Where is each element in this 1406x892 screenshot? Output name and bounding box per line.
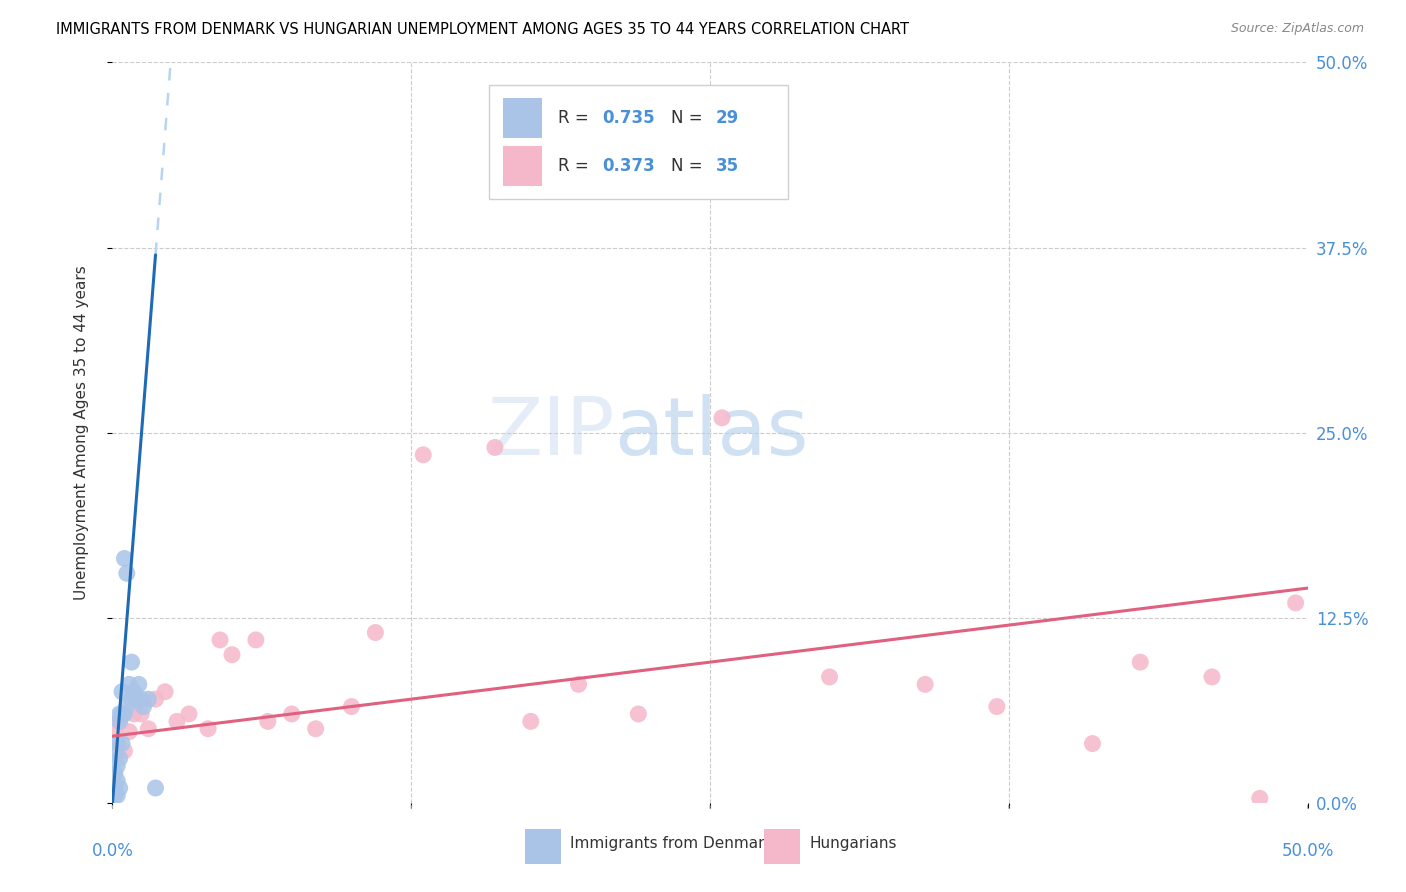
FancyBboxPatch shape xyxy=(503,97,541,138)
Point xyxy=(114,744,135,758)
Point xyxy=(108,751,131,765)
Point xyxy=(111,685,134,699)
Point xyxy=(111,737,134,751)
Text: N =: N = xyxy=(671,109,707,127)
Point xyxy=(281,706,304,721)
FancyBboxPatch shape xyxy=(489,85,787,200)
Text: IMMIGRANTS FROM DENMARK VS HUNGARIAN UNEMPLOYMENT AMONG AGES 35 TO 44 YEARS CORR: IMMIGRANTS FROM DENMARK VS HUNGARIAN UNE… xyxy=(56,22,910,37)
Point xyxy=(111,706,134,721)
Point xyxy=(114,551,135,566)
Point xyxy=(305,722,328,736)
Text: 0.735: 0.735 xyxy=(603,109,655,127)
Text: N =: N = xyxy=(671,157,707,175)
Point xyxy=(1081,737,1104,751)
FancyBboxPatch shape xyxy=(763,829,800,864)
Text: 0.0%: 0.0% xyxy=(91,842,134,860)
Point xyxy=(129,692,152,706)
Point xyxy=(177,706,200,721)
Y-axis label: Unemployment Among Ages 35 to 44 years: Unemployment Among Ages 35 to 44 years xyxy=(75,265,89,600)
Point xyxy=(104,722,127,736)
Point xyxy=(221,648,243,662)
Point xyxy=(105,737,128,751)
Point xyxy=(118,677,141,691)
Point xyxy=(138,722,160,736)
Point xyxy=(121,692,143,706)
Point xyxy=(145,780,167,795)
Point xyxy=(145,692,167,706)
Point xyxy=(104,766,127,780)
Text: 35: 35 xyxy=(716,157,740,175)
Point xyxy=(128,677,150,691)
Point xyxy=(484,441,506,455)
Point xyxy=(132,699,155,714)
FancyBboxPatch shape xyxy=(503,145,541,186)
Point xyxy=(105,773,128,788)
Point xyxy=(257,714,280,729)
Point xyxy=(122,706,145,721)
Point xyxy=(209,632,232,647)
Text: 29: 29 xyxy=(716,109,740,127)
Point xyxy=(108,706,131,721)
Point xyxy=(153,685,176,699)
Point xyxy=(818,670,841,684)
Text: 50.0%: 50.0% xyxy=(1281,842,1334,860)
Point xyxy=(1201,670,1223,684)
Point xyxy=(104,780,127,795)
Text: ZIP: ZIP xyxy=(486,393,614,472)
Point xyxy=(914,677,936,691)
Point xyxy=(105,758,128,772)
Text: 0.373: 0.373 xyxy=(603,157,655,175)
Point xyxy=(197,722,219,736)
Point xyxy=(104,789,127,803)
Point xyxy=(627,706,650,721)
Text: R =: R = xyxy=(558,157,595,175)
Point xyxy=(340,699,363,714)
Text: atlas: atlas xyxy=(614,393,808,472)
Point xyxy=(115,699,138,714)
Point xyxy=(245,632,267,647)
Point xyxy=(166,714,188,729)
Point xyxy=(105,789,128,803)
Point xyxy=(108,780,131,795)
Point xyxy=(118,724,141,739)
Point xyxy=(121,655,143,669)
Point xyxy=(412,448,434,462)
FancyBboxPatch shape xyxy=(524,829,561,864)
Point xyxy=(364,625,387,640)
Point xyxy=(711,410,734,425)
Text: Hungarians: Hungarians xyxy=(810,836,897,851)
Point xyxy=(108,714,131,729)
Point xyxy=(104,744,127,758)
Point xyxy=(115,566,138,581)
Text: Source: ZipAtlas.com: Source: ZipAtlas.com xyxy=(1230,22,1364,36)
Point xyxy=(114,706,135,721)
Point xyxy=(568,677,591,691)
Point xyxy=(1285,596,1308,610)
Point xyxy=(125,692,148,706)
Point xyxy=(1129,655,1152,669)
Point xyxy=(108,714,131,729)
Point xyxy=(105,737,128,751)
Point xyxy=(122,685,145,699)
Point xyxy=(986,699,1008,714)
Point xyxy=(129,706,152,721)
Point xyxy=(138,692,160,706)
Point xyxy=(1249,791,1271,805)
Point xyxy=(520,714,543,729)
Text: R =: R = xyxy=(558,109,595,127)
Text: Immigrants from Denmark: Immigrants from Denmark xyxy=(571,836,773,851)
